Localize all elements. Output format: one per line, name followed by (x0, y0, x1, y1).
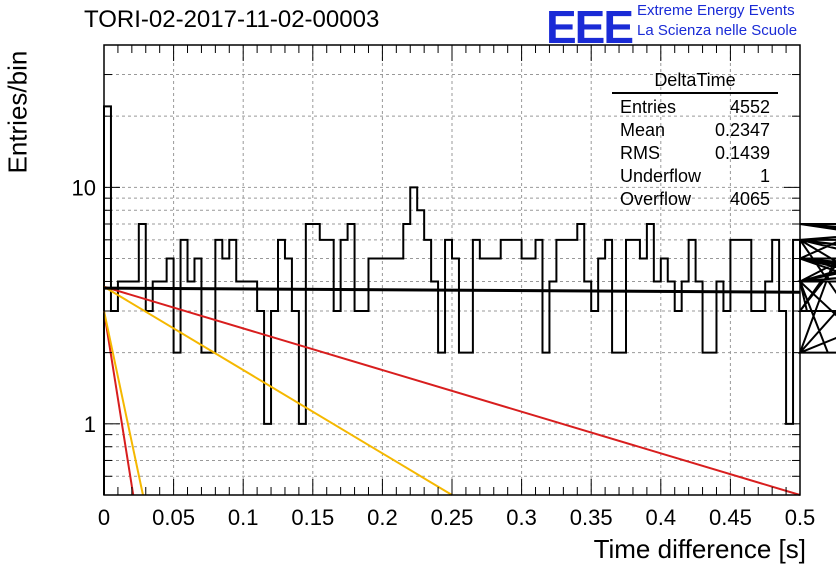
x-tick-label: 0.05 (152, 505, 195, 530)
x-tick-label: 0.4 (646, 505, 677, 530)
x-tick-label: 0.3 (506, 505, 537, 530)
stats-value: 1 (759, 166, 770, 186)
x-tick-label: 0.35 (570, 505, 613, 530)
stats-label: Underflow (620, 166, 702, 186)
histogram-step (103, 105, 836, 495)
x-tick-label: 0.15 (291, 505, 334, 530)
stats-value: 0.2347 (714, 120, 770, 140)
fit-line (103, 310, 144, 496)
y-tick-label: 10 (72, 175, 96, 200)
stats-title: DeltaTime (612, 70, 778, 94)
run-title: TORI-02-2017-11-02-00003 (84, 6, 380, 33)
stats-row: Entries 4552 (612, 96, 778, 119)
stats-box: DeltaTime Entries 4552 Mean 0.2347 RMS 0.1439… (612, 70, 778, 211)
stats-value: 0.1439 (714, 143, 770, 163)
fit-line (103, 286, 801, 294)
logo-line-1: Extreme Energy Events (637, 2, 795, 19)
stats-label: Mean (620, 120, 666, 140)
stats-row: Overflow 4065 (612, 188, 778, 211)
stats-row: Underflow 1 (612, 165, 778, 188)
x-tick-label: 0.1 (228, 505, 259, 530)
fit-line (103, 310, 135, 496)
x-tick-label: 0.25 (431, 505, 474, 530)
x-axis-label: Time difference [s] (593, 534, 806, 564)
stats-label: Overflow (620, 189, 692, 209)
stats-label: RMS (620, 143, 660, 163)
x-tick-label: 0.45 (709, 505, 752, 530)
fit-line (103, 285, 453, 496)
stats-row: Mean 0.2347 (612, 119, 778, 142)
x-tick-label: 0 (98, 505, 110, 530)
fit-line (103, 285, 801, 496)
stats-label: Entries (620, 97, 677, 117)
stats-value: 4065 (729, 189, 770, 209)
stats-value: 4552 (729, 97, 770, 117)
logo-line-2: La Scienza nelle Scuole (637, 22, 798, 39)
x-tick-label: 0.2 (367, 505, 398, 530)
y-tick-label: 1 (84, 412, 96, 437)
y-axis-label: Entries/bin (2, 50, 33, 174)
x-tick-label: 0.5 (785, 505, 816, 530)
stats-row: RMS 0.1439 (612, 142, 778, 165)
